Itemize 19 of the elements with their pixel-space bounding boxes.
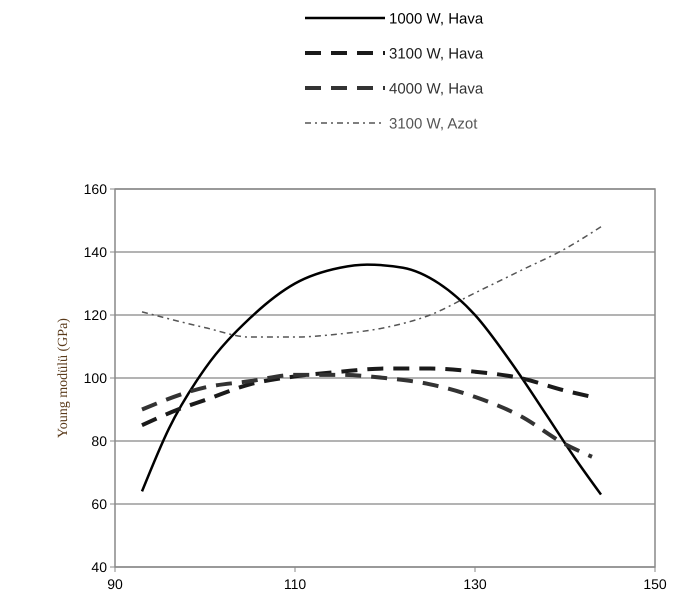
y-tick-label: 140 <box>84 244 108 260</box>
text: 1000 W, Hava <box>389 10 484 28</box>
x-tick-label: 110 <box>284 576 306 592</box>
line-series <box>140 263 602 496</box>
text: 4000 W, Hava <box>389 80 484 98</box>
y-tick-label: 60 <box>91 496 108 512</box>
y-axis-title: Young modülü (GPa) <box>56 318 71 438</box>
x-tick-label: 130 <box>463 576 487 592</box>
text: 3100 W, Hava <box>389 45 484 62</box>
y-tick-label: 120 <box>84 306 108 323</box>
y-tick-label: 80 <box>91 432 108 449</box>
text: 3100 W, Azot <box>389 115 478 132</box>
y-tick-label: 100 <box>84 370 108 386</box>
y-tick-label: 40 <box>91 558 108 575</box>
line-series <box>140 372 594 459</box>
line-series <box>141 226 602 338</box>
y-tick-label: 160 <box>84 180 108 197</box>
x-tick-label: 150 <box>643 576 667 592</box>
x-tick-label: 90 <box>107 576 123 592</box>
